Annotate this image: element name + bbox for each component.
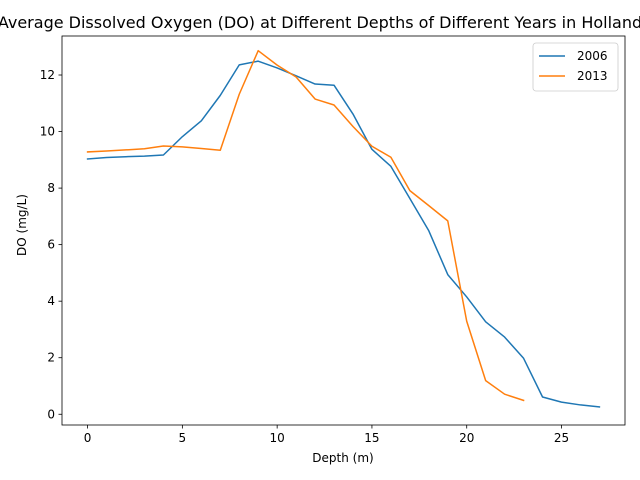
plot-background	[62, 36, 625, 425]
x-tick-label: 0	[84, 431, 92, 445]
x-tick-label: 5	[179, 431, 187, 445]
x-tick-label: 20	[459, 431, 474, 445]
plot-frame	[61, 35, 626, 426]
x-tick-label: 15	[364, 431, 379, 445]
legend-label-2013: 2013	[577, 69, 608, 83]
legend: 2006 2013	[532, 42, 619, 92]
series-line-2013	[86, 49, 525, 402]
x-axis-label: Depth (m)	[312, 451, 373, 465]
y-tick-label: 6	[47, 238, 55, 252]
x-tick-label: 25	[554, 431, 569, 445]
y-tick-label: 4	[47, 294, 55, 308]
y-tick-label: 10	[40, 125, 55, 139]
y-tick-label: 12	[40, 68, 55, 82]
legend-label-2006: 2006	[577, 49, 608, 63]
y-tick-label: 8	[47, 181, 55, 195]
y-tick-label: 0	[47, 407, 55, 421]
y-axis-label: DO (mg/L)	[15, 194, 29, 256]
chart-title: Average Dissolved Oxygen (DO) at Differe…	[0, 13, 640, 32]
y-tick-label: 2	[47, 351, 55, 365]
x-tick-label: 10	[270, 431, 285, 445]
series-lines	[86, 49, 601, 408]
plot-area	[62, 36, 625, 425]
legend-box	[532, 42, 619, 92]
axes: 0 5 10 15 20 25 0 2 4 6 8 10 12	[40, 35, 626, 445]
